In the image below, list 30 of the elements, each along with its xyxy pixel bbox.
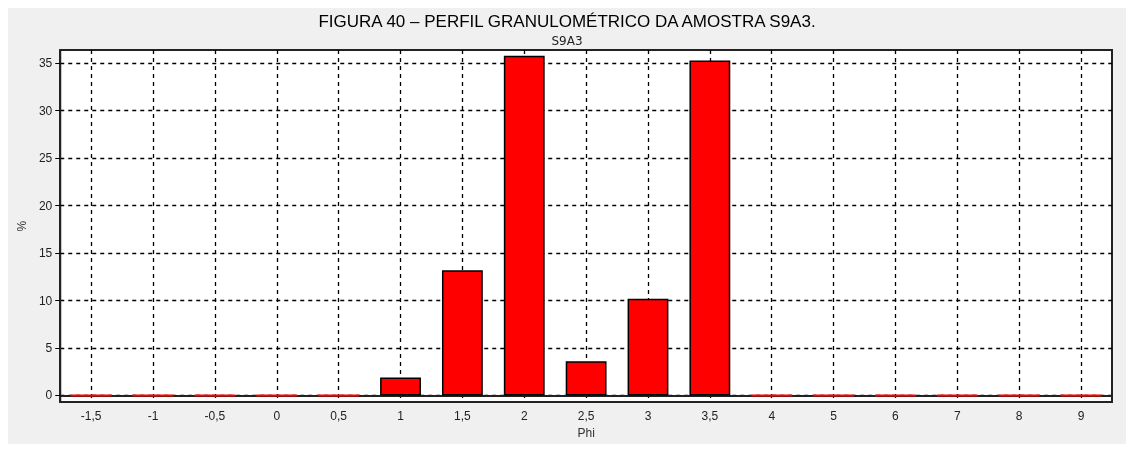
y-tick-label: 10 (38, 293, 53, 308)
x-tick-label: 6 (892, 409, 900, 424)
x-tick-label: 2 (520, 409, 528, 424)
chart-title: FIGURA 40 – PERFIL GRANULOMÉTRICO DA AMOSTRA S9A3. (318, 12, 816, 31)
y-tick-label: 25 (38, 151, 53, 166)
y-tick-label: 35 (38, 56, 53, 71)
bar (565, 361, 607, 396)
y-axis-title: % (15, 220, 29, 232)
y-tick-label: 0 (45, 388, 53, 403)
x-tick-label: 5 (830, 409, 838, 424)
y-tick-label: 5 (45, 341, 53, 355)
x-tick-label: 1,5 (454, 409, 472, 424)
y-tick-label: 30 (38, 103, 53, 118)
x-tick-label: 8 (1015, 409, 1023, 424)
x-tick-label: 1 (397, 409, 405, 424)
x-tick-label: -1,5 (80, 409, 102, 424)
x-tick-label: 2,5 (577, 409, 595, 424)
x-tick-label: 3 (644, 409, 652, 424)
x-tick-label: 0 (273, 409, 281, 424)
x-tick-label: 7 (953, 409, 961, 424)
x-tick-label: -0,5 (204, 409, 226, 424)
x-tick-label: 3,5 (701, 409, 719, 424)
x-tick-label: -1 (147, 409, 159, 424)
x-axis-title: Phi (577, 426, 595, 440)
chart-subtitle: S9A3 (551, 34, 583, 48)
y-tick-label: 20 (38, 198, 53, 213)
x-tick-label: 9 (1077, 409, 1085, 424)
x-tick-label: 4 (768, 409, 776, 424)
y-tick-label: 15 (38, 246, 53, 261)
x-tick-label: 0,5 (330, 409, 348, 424)
